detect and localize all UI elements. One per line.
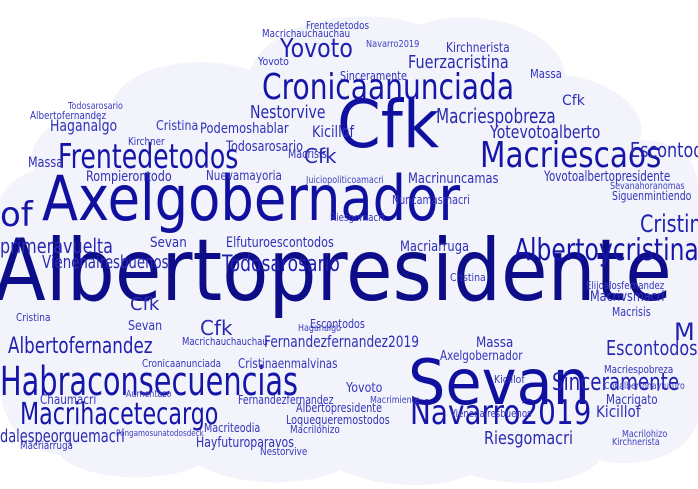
word-sevan-2: Sevan	[150, 235, 187, 251]
word-axelgobernador: Axelgobernador	[42, 162, 461, 235]
word-macrimiente: Macrimiente	[370, 395, 420, 406]
word-vienenairesbuenos-2: Vienenairesbuenos	[450, 407, 532, 420]
word-macriarruga-2: Macriarruga	[20, 439, 73, 452]
word-albertopresidente-small: Albertopresidente	[296, 401, 382, 415]
word-macrinuncamas: Macrinuncamas	[408, 171, 499, 187]
word-navarro2019-small: Navarro2019	[366, 39, 420, 50]
word-nuncamasmacri: Nuncamasmacri	[392, 193, 470, 207]
word-albertopresidente: Albertopresidente	[0, 221, 672, 321]
cloud-background	[0, 16, 698, 485]
word-macrisis-2: Macrisis	[612, 305, 651, 319]
word-massa: Massa	[28, 155, 64, 171]
word-sinceramente-2: Sinceramente	[340, 69, 407, 83]
word-fuerzacristina: Fuerzacristina	[408, 52, 509, 73]
word-macriescaos: Macriescaos	[480, 135, 662, 176]
word-kicillof-2: Kicillof	[494, 373, 525, 386]
word-sevan: Sevan	[408, 346, 590, 419]
word-macriarruga: Macriarruga	[400, 239, 470, 255]
word-cristina-3: Cristina	[450, 271, 486, 284]
word-frentedetodos-small: Frentedetodos	[306, 19, 370, 32]
word-macrichauchauchau: Macrichauchauchau	[262, 27, 351, 40]
word-podemoshablar: Podemoshablar	[200, 121, 289, 137]
word-escontodos: Escontodos	[606, 336, 698, 360]
word-yovoto-3: Yovoto	[258, 55, 289, 68]
word-primeravuelta: primeravuelta	[0, 234, 113, 258]
word-riesgomacri: Riesgomacri	[484, 428, 574, 449]
word-juiciopoliticoamacri: Juiciopoliticoamacri	[306, 175, 384, 186]
word-navarro2019: Navarro2019	[410, 393, 592, 433]
word-cristin-edge: Cristin	[640, 210, 698, 238]
word-albertoycristina: Albertoycristina	[514, 233, 698, 268]
word-albertofernandez: Albertofernandez	[8, 334, 153, 359]
word-fernandezfernandez2019: Fernandezfernandez2019	[264, 332, 419, 351]
word-fernandezfernandez: Fernandezfernandez	[238, 393, 334, 407]
word-pongamosunatodosdeck: Pongamosunatodosdeck	[116, 429, 204, 439]
word-todosarosario: Todosarosario	[222, 252, 340, 277]
word-cfk-4: Cfk	[200, 316, 233, 340]
word-escontod-edge: Escontod	[630, 138, 698, 162]
word-yovotoalbertopresidente: Yovotoalbertopresidente	[544, 169, 671, 185]
word-nestorvive: Nestorvive	[250, 102, 326, 123]
word-of: of	[0, 195, 33, 235]
word-cronicaanunciada-small: Cronicaanunciada	[142, 357, 221, 370]
word-kirchnerista-2: Kirchnerista	[612, 437, 660, 448]
word-kirchner: Kirchner	[128, 135, 165, 148]
word-elfuturoescontodos: Elfuturoescontodos	[226, 235, 334, 251]
word-rompierontodo: Rompierontodo	[86, 169, 172, 185]
word-siguenmintiendo: Siguenmintiendo	[612, 189, 692, 203]
word-conalbertohayfuturo: Conalbertohayfuturo	[604, 381, 685, 392]
word-albertofernandez-2: Albertofernandez	[30, 109, 107, 122]
word-massa-3: Massa	[476, 335, 514, 351]
word-sinceramente: Sinceramente	[552, 368, 680, 396]
word-cfk-3: Cfk	[130, 294, 160, 315]
word-macriteodia: Macriteodia	[204, 421, 261, 435]
word-haganalgo-2: Haganalgo	[298, 323, 342, 334]
word-cfk-5: Cfk	[562, 93, 585, 109]
word-cfk: Cfk	[337, 86, 440, 163]
word-habraconsecuencias: Habraconsecuencias	[0, 359, 299, 405]
word-escontodos-2: Escontodos	[310, 317, 365, 331]
word-hayfuturoparavos: Hayfuturoparavos	[196, 435, 294, 451]
word-massa-2: Massa	[530, 67, 562, 81]
word-cristina: Cristina	[16, 311, 51, 324]
word-haganalgo: Haganalgo	[50, 116, 118, 135]
word-yotevotoalberto: Yotevotoalberto	[490, 122, 601, 143]
word-todosarosario-2: Todosarosario	[68, 101, 123, 112]
word-sevanahoranomas: Sevanahoranomas	[610, 181, 685, 192]
word-axelgobernador-small: Axelgobernador	[440, 349, 523, 364]
word-sevan-3: Sevan	[128, 319, 163, 334]
word-elijoalosfernandez: Elijoalosfernandez	[586, 279, 665, 292]
word-cfk-2: Cfk	[304, 144, 337, 168]
word-kicillof-3: Kicillof	[596, 402, 641, 421]
word-todosarosario-3: Todosarosario	[226, 139, 303, 155]
word-vienenairesbuenos: Vienenairesbuenos	[42, 252, 169, 273]
word-yovoto-2: Yovoto	[346, 381, 383, 396]
word-macriespobreza-2: Macriespobreza	[604, 363, 674, 376]
word-yovoto: Yovoto	[280, 34, 353, 64]
word-kirchnerista: Kirchnerista	[446, 41, 510, 56]
word-macrigato: Macrigato	[606, 393, 658, 408]
word-riesgomacri-2: Riesgomacri	[330, 211, 385, 224]
word-cristinaenmalvinas: Cristinaenmalvinas	[238, 357, 338, 372]
word-aumentazo: Aumentazo	[126, 389, 172, 400]
word-frentedetodos: Frentedetodos	[58, 137, 239, 177]
word-dalespeorquemacri: dalespeorquemacri	[0, 426, 125, 447]
word-chaumacri: Chaumacri	[40, 393, 97, 408]
word-macrisis: Macrisis	[288, 147, 327, 161]
word-cronicaanunciada: Cronicaanunciada	[262, 67, 515, 108]
word-macrivsmacri: Macrivsmacri	[590, 289, 665, 305]
word-cristina-2: Cristina	[156, 119, 199, 134]
word-nuevamayoria: Nuevamayoria	[206, 169, 282, 184]
word-macrilohizo: Macrilohizo	[290, 423, 340, 436]
word-macrilohizo-2: Macrilohizo	[622, 429, 668, 440]
word-loquequeremostodos: Loquequeremostodos	[286, 413, 390, 427]
word-kicillof: Kicillof	[312, 122, 354, 141]
word-m-edge: M	[674, 318, 695, 346]
word-nestorvive-2: Nestorvive	[260, 445, 308, 458]
word-macrichauchauchau-2: Macrichauchauchau	[182, 335, 268, 348]
word-macriespobreza: Macriespobreza	[436, 104, 556, 128]
word-macrihacetecargo: Macrihacetecargo	[20, 397, 219, 432]
